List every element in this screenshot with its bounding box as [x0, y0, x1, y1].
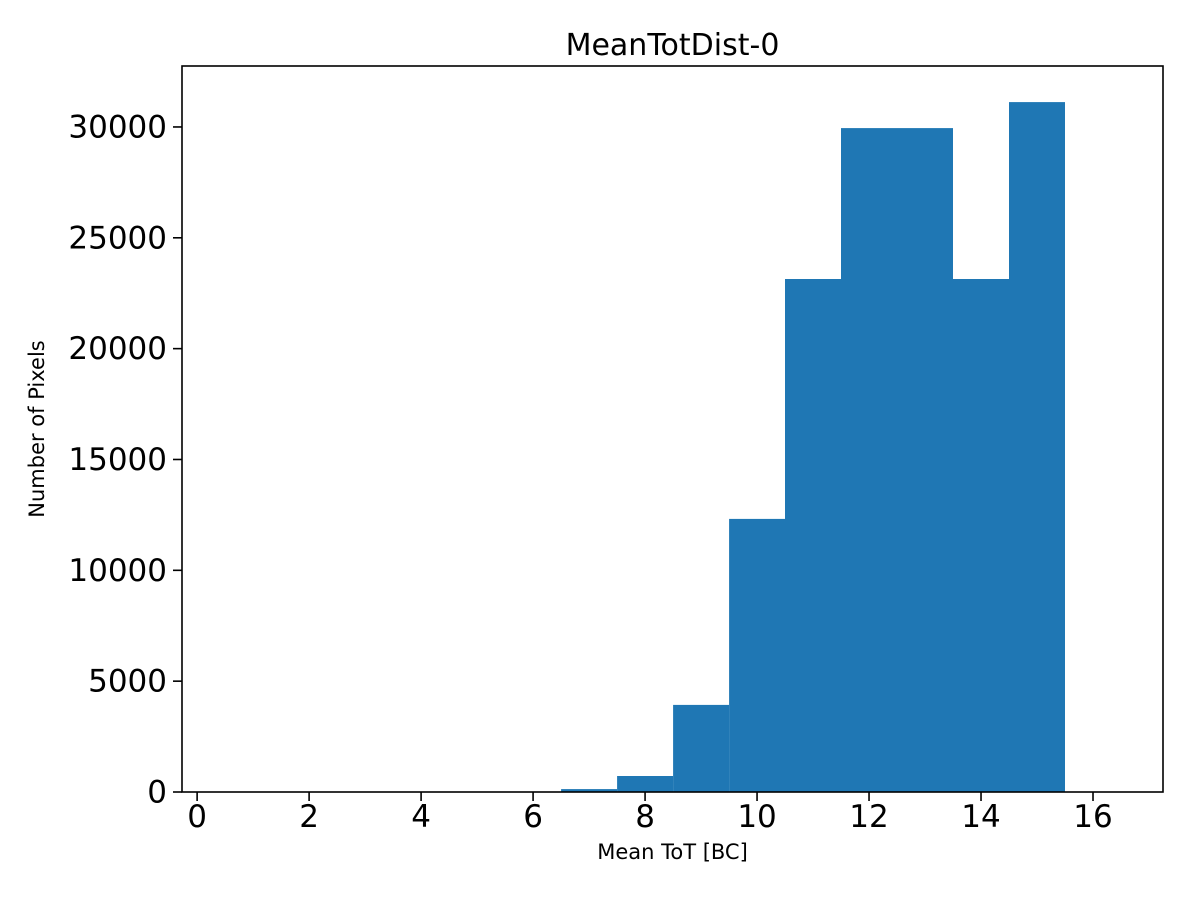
histogram-bar — [953, 279, 1009, 792]
x-tick-label: 14 — [961, 799, 1000, 835]
x-axis-ticks: 0 2 4 6 8 10 12 14 16 — [187, 792, 1113, 835]
histogram-bar — [1009, 102, 1065, 793]
y-tick-label: 30000 — [68, 109, 167, 145]
x-tick-label: 12 — [849, 799, 888, 835]
x-axis-label: Mean ToT [BC] — [597, 840, 748, 864]
histogram-bar — [729, 518, 786, 792]
y-tick-label: 10000 — [68, 553, 167, 589]
x-tick-label: 10 — [737, 799, 776, 835]
bars-group — [561, 102, 1065, 793]
y-tick-label: 25000 — [68, 220, 167, 256]
x-tick-label: 4 — [411, 799, 431, 835]
y-tick-label: 15000 — [68, 442, 167, 478]
x-tick-label: 16 — [1073, 799, 1112, 835]
y-axis-label: Number of Pixels — [25, 340, 49, 517]
chart-title: MeanTotDist-0 — [566, 28, 780, 63]
histogram-bar — [897, 128, 953, 793]
y-tick-label: 20000 — [68, 331, 167, 367]
plot-border — [181, 65, 1164, 793]
histogram-bar — [617, 776, 674, 792]
y-tick-label: 5000 — [88, 664, 167, 700]
y-tick-label: 0 — [147, 775, 167, 811]
y-axis-ticks: 0 5000 10000 15000 20000 25000 30000 — [68, 109, 182, 811]
histogram-bar — [561, 789, 618, 792]
histogram-bar — [785, 279, 841, 792]
x-tick-label: 0 — [187, 799, 207, 835]
x-tick-label: 8 — [635, 799, 655, 835]
x-tick-label: 2 — [299, 799, 319, 835]
x-tick-label: 6 — [523, 799, 543, 835]
histogram-bar — [841, 128, 897, 793]
histogram-bar — [673, 704, 730, 792]
